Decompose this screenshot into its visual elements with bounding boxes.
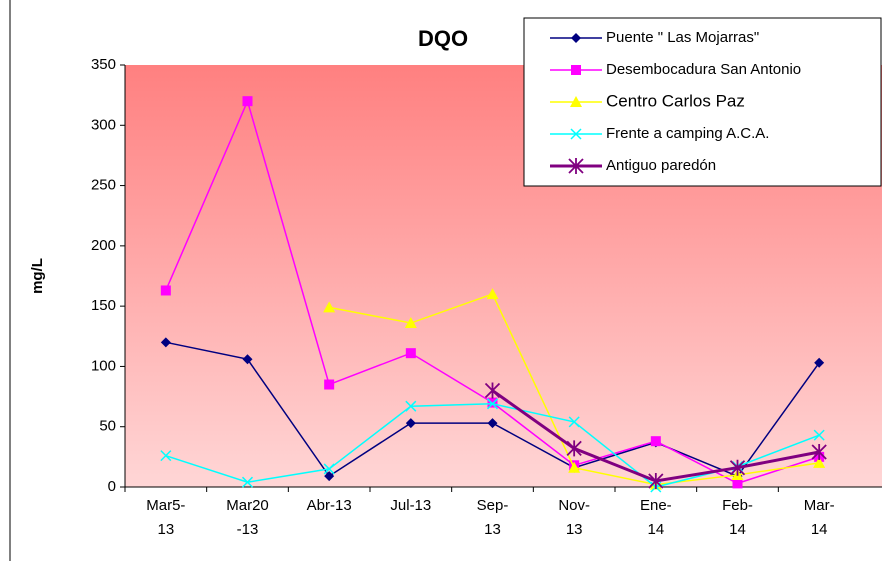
marker: [568, 461, 581, 473]
marker: [570, 96, 582, 107]
x-tick-label: Feb-14: [722, 497, 753, 538]
marker: [242, 96, 253, 107]
marker: [487, 397, 498, 408]
y-tick-label: 300: [91, 116, 116, 133]
marker: [323, 463, 335, 475]
legend-label: Frente a camping A.C.A.: [606, 125, 769, 142]
x-tick-label: Mar5-13: [146, 497, 186, 538]
y-tick-label: 200: [91, 237, 116, 254]
marker: [324, 471, 335, 482]
y-tick-label: 250: [91, 177, 116, 194]
marker: [323, 301, 336, 313]
marker: [811, 444, 827, 461]
marker: [568, 416, 580, 428]
marker: [650, 436, 661, 447]
marker: [729, 459, 746, 476]
legend-label: Antiguo paredón: [606, 157, 716, 174]
marker: [813, 429, 825, 441]
marker: [732, 478, 743, 489]
marker: [813, 456, 826, 468]
marker: [648, 472, 664, 489]
marker: [486, 398, 499, 410]
marker: [571, 65, 581, 75]
marker: [160, 337, 171, 348]
marker: [571, 33, 581, 43]
legend-label: Puente " Las Mojarras": [606, 29, 759, 46]
x-tick-label: Mar-14: [803, 497, 835, 538]
legend-label: Desembocadura San Antonio: [606, 61, 801, 78]
x-tick-label: Nov-13: [558, 497, 590, 538]
marker: [570, 128, 582, 140]
marker: [405, 348, 416, 359]
x-tick-label: Abr-13: [306, 497, 352, 514]
x-tick-label: Mar20-13: [226, 497, 269, 538]
x-tick-label: Ene-14: [639, 497, 672, 538]
marker: [484, 382, 501, 399]
y-axis-label: mg/L: [29, 258, 46, 294]
legend-label: Centro Carlos Paz: [606, 91, 745, 110]
x-tick-label: Sep-13: [476, 497, 509, 538]
marker: [241, 476, 254, 488]
marker: [568, 158, 584, 174]
chart-title: DQO: [418, 26, 468, 51]
marker: [814, 357, 825, 368]
y-tick-label: 350: [91, 56, 116, 73]
y-tick-label: 0: [108, 478, 116, 495]
marker: [487, 418, 498, 429]
y-tick-label: 100: [91, 357, 116, 374]
y-tick-label: 150: [91, 297, 116, 314]
marker: [404, 317, 417, 329]
marker: [486, 288, 499, 300]
marker: [160, 285, 171, 296]
y-tick-label: 50: [99, 418, 116, 435]
marker: [160, 450, 172, 462]
marker: [405, 418, 416, 429]
marker: [324, 379, 335, 390]
x-tick-label: Jul-13: [390, 497, 432, 514]
marker: [405, 400, 417, 412]
marker: [242, 354, 253, 365]
marker: [566, 440, 582, 457]
